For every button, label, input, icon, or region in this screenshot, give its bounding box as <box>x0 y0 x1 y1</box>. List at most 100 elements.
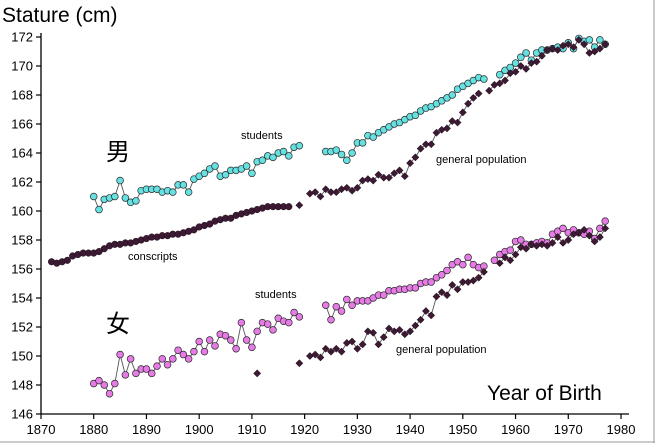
point-male-students-1931 <box>358 139 367 147</box>
point-female-students-1893 <box>158 355 167 363</box>
point-male-general-population-1960 <box>511 67 520 76</box>
point-male-general-population-1976 <box>595 44 604 53</box>
point-female-students-1947 <box>443 266 451 275</box>
y-tick-label-154: 154 <box>11 291 33 306</box>
point-female-students-1890 <box>142 365 151 373</box>
point-male-students-1898 <box>184 188 193 196</box>
point-female-students-1944 <box>427 278 435 286</box>
point-female-general-population-1947 <box>443 291 451 300</box>
point-female-general-population-1970 <box>564 236 573 244</box>
point-female-general-population-1935 <box>379 333 388 342</box>
point-male-students-1976 <box>596 36 604 44</box>
point-male-general-population-1945 <box>432 128 441 137</box>
y-tick-label-156: 156 <box>11 262 33 277</box>
point-female-general-population-1911 <box>253 369 262 378</box>
point-male-general-population-1947 <box>443 124 451 133</box>
point-female-general-population-1930 <box>353 344 362 353</box>
point-female-students-1900 <box>195 337 203 346</box>
point-female-students-1910 <box>248 343 256 352</box>
point-male-general-population-1962 <box>522 64 531 73</box>
point-female-general-population-1933 <box>369 328 378 337</box>
y-tick-label-170: 170 <box>11 59 33 74</box>
y-tick-label-168: 168 <box>11 88 33 103</box>
point-female-students-1911 <box>253 327 261 336</box>
point-female-students-1891 <box>147 369 156 378</box>
x-tick-label-1910: 1910 <box>237 422 266 437</box>
point-female-students-1977 <box>601 217 609 225</box>
point-male-students-1957 <box>495 70 504 79</box>
point-female-students-1895 <box>169 355 177 363</box>
point-male-students-1960 <box>511 59 520 67</box>
point-male-general-population-1967 <box>548 44 557 53</box>
point-female-general-population-1927 <box>337 347 346 356</box>
series-female-students <box>89 217 609 398</box>
point-male-students-1888 <box>132 197 140 205</box>
point-female-students-1951 <box>464 253 472 262</box>
point-male-general-population-1936 <box>385 173 393 182</box>
point-male-students-1880 <box>89 192 98 201</box>
point-female-students-1909 <box>242 336 251 344</box>
axes-group: 1870 1880 1890 1900 1910 1920 1930 1940 1950 1960… <box>11 30 635 438</box>
point-female-general-population-1931 <box>358 340 367 349</box>
point-male-students-1916 <box>279 147 288 156</box>
point-male-students-1895 <box>169 188 177 196</box>
point-female-general-population-1923 <box>316 353 325 362</box>
point-male-general-population-1949 <box>453 118 462 127</box>
point-female-students-1956 <box>490 256 499 265</box>
point-female-general-population-1954 <box>479 267 488 276</box>
y-axis-title: Stature (cm) <box>2 4 118 27</box>
point-male-students-1941 <box>411 111 420 120</box>
point-female-general-population-1946 <box>437 288 446 297</box>
female-students-label: students <box>255 289 297 301</box>
point-female-general-population-1922 <box>311 350 320 359</box>
point-male-general-population-1937 <box>390 169 399 178</box>
point-male-students-1962 <box>522 49 530 57</box>
point-female-general-population-1953 <box>474 273 483 282</box>
series-male-general-population <box>295 35 610 210</box>
point-male-general-population-1958 <box>501 76 509 85</box>
point-male-general-population-1932 <box>363 175 372 184</box>
point-female-general-population-1962 <box>522 244 531 253</box>
point-female-students-1926 <box>332 302 341 311</box>
point-male-general-population-1950 <box>458 108 467 117</box>
point-male-students-1897 <box>179 181 188 189</box>
point-female-general-population-1974 <box>585 231 594 240</box>
point-male-general-population-1942 <box>416 144 425 153</box>
point-female-students-1914 <box>269 326 277 334</box>
x-tick-label-1890: 1890 <box>132 422 161 437</box>
y-tick-label-166: 166 <box>11 117 33 132</box>
x-tick-label-1980: 1980 <box>607 422 636 437</box>
x-tick-label-1870: 1870 <box>27 422 56 437</box>
point-male-general-population-1965 <box>537 51 546 60</box>
point-female-students-1959 <box>506 246 515 254</box>
point-male-general-population-1951 <box>464 99 473 108</box>
point-female-students-1906 <box>227 336 235 344</box>
point-male-general-population-1938 <box>395 166 404 175</box>
point-female-students-1928 <box>343 295 351 304</box>
female-general-label: general population <box>396 344 487 356</box>
point-female-students-1913 <box>263 320 272 328</box>
x-tick-label-1920: 1920 <box>290 422 319 437</box>
point-female-general-population-1945 <box>432 292 441 301</box>
point-female-general-population-1968 <box>553 233 562 242</box>
point-female-general-population-1969 <box>559 238 567 247</box>
point-female-students-1898 <box>184 355 193 363</box>
point-female-general-population-1938 <box>395 325 404 334</box>
y-tick-label-160: 160 <box>11 204 33 219</box>
point-female-students-1884 <box>111 379 119 388</box>
point-female-students-1927 <box>337 307 346 315</box>
point-male-general-population-1940 <box>406 159 415 168</box>
point-female-general-population-1949 <box>453 285 462 294</box>
point-male-general-population-1971 <box>569 43 578 52</box>
point-male-general-population-1939 <box>400 172 409 181</box>
point-female-general-population-1977 <box>601 224 610 233</box>
point-female-students-1885 <box>116 350 124 359</box>
point-male-general-population-1934 <box>374 170 383 179</box>
point-female-general-population-1976 <box>595 233 604 242</box>
point-male-students-1885 <box>116 176 124 185</box>
point-male-students-1881 <box>95 205 103 214</box>
point-male-students-1903 <box>211 162 219 170</box>
point-male-general-population-1961 <box>516 62 525 70</box>
point-male-general-population-1975 <box>590 47 599 56</box>
